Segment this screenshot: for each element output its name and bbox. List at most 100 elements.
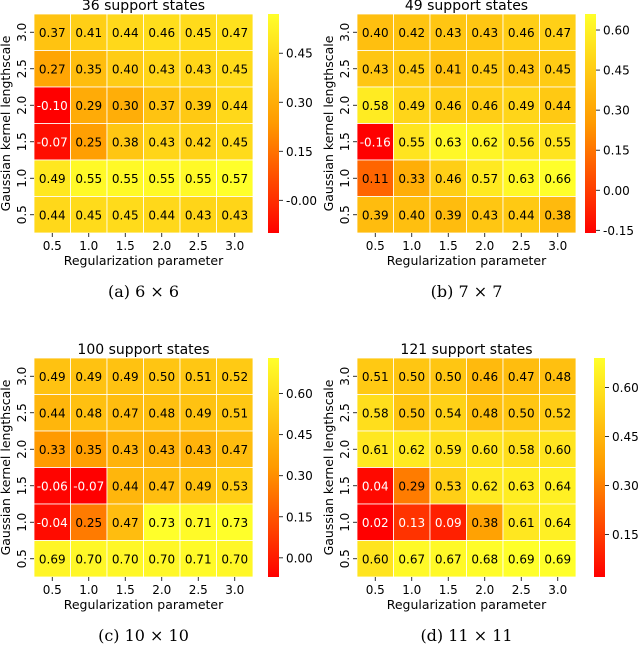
cell-label: 0.43 bbox=[508, 62, 535, 76]
x-tick-label: 2.5 bbox=[189, 583, 208, 597]
colorbar-tick-label: 0.45 bbox=[286, 47, 313, 61]
x-tick-label: 2.5 bbox=[512, 239, 531, 253]
heatmap-cell bbox=[539, 50, 577, 88]
cell-label: 0.64 bbox=[544, 479, 571, 493]
cell-label: 0.69 bbox=[508, 552, 535, 566]
cell-label: 0.39 bbox=[185, 99, 212, 113]
cell-label: 0.37 bbox=[39, 26, 66, 40]
cell-label: 0.60 bbox=[471, 443, 498, 457]
cell-label: -0.10 bbox=[37, 99, 68, 113]
y-tick-label: 3.0 bbox=[15, 367, 29, 386]
cell-label: 0.47 bbox=[112, 406, 139, 420]
cell-label: 0.45 bbox=[185, 26, 212, 40]
cell-label: 0.61 bbox=[508, 516, 535, 530]
cell-label: 0.63 bbox=[508, 479, 535, 493]
x-tick-label: 1.0 bbox=[79, 239, 98, 253]
panel-title: 100 support states bbox=[77, 342, 209, 358]
cell-label: 0.47 bbox=[148, 479, 175, 493]
y-tick-label: 3.0 bbox=[338, 367, 352, 386]
x-axis-label: Regularization parameter bbox=[64, 253, 224, 268]
cell-label: 0.44 bbox=[112, 26, 139, 40]
panel-title: 49 support states bbox=[405, 0, 528, 14]
cell-label: 0.48 bbox=[75, 406, 102, 420]
cell-label: 0.45 bbox=[112, 208, 139, 222]
colorbar-tick-label: 0.45 bbox=[612, 430, 639, 444]
cell-label: 0.11 bbox=[362, 172, 389, 186]
heatmap-cell bbox=[33, 13, 71, 51]
y-tick-label: 3.0 bbox=[338, 23, 352, 42]
heatmap-cell bbox=[216, 13, 254, 51]
heatmap-panel-1: 0.37 0.41 0.44 0.46 0.45 0.47 0.27 0.35 0.40 0.43… bbox=[0, 0, 317, 301]
heatmap-cell bbox=[179, 123, 217, 161]
cell-label: 0.46 bbox=[471, 99, 498, 113]
heatmap-cell bbox=[143, 159, 181, 197]
cell-label: 0.50 bbox=[398, 370, 425, 384]
y-tick-label: 2.5 bbox=[338, 59, 352, 78]
cell-label: 0.45 bbox=[471, 62, 498, 76]
heatmap-cell bbox=[502, 86, 540, 124]
heatmap-cell bbox=[143, 467, 181, 505]
heatmap-cell bbox=[502, 50, 540, 88]
panel-title: 121 support states bbox=[400, 342, 532, 358]
cell-label: 0.49 bbox=[508, 99, 535, 113]
heatmap-cell bbox=[179, 430, 217, 468]
cell-label: -0.06 bbox=[37, 479, 68, 493]
cell-label: 0.39 bbox=[435, 208, 462, 222]
x-tick-label: 0.5 bbox=[366, 583, 385, 597]
cell-label: 0.40 bbox=[398, 208, 425, 222]
colorbar bbox=[594, 358, 605, 577]
cell-label: 0.70 bbox=[148, 552, 175, 566]
heatmap-cell bbox=[393, 467, 431, 505]
y-tick-label: 1.0 bbox=[15, 169, 29, 188]
cell-label: 0.30 bbox=[112, 99, 139, 113]
heatmap-cell bbox=[70, 430, 108, 468]
heatmap-cell bbox=[466, 357, 504, 395]
cell-label: 0.48 bbox=[148, 406, 175, 420]
cell-label: 0.48 bbox=[544, 370, 571, 384]
cell-label: 0.45 bbox=[398, 62, 425, 76]
cell-label: 0.62 bbox=[471, 135, 498, 149]
heatmap-cell bbox=[356, 467, 394, 505]
panel-caption: (c) 10 × 10 bbox=[98, 626, 189, 645]
heatmap-cell bbox=[70, 123, 108, 161]
cell-label: 0.40 bbox=[362, 26, 389, 40]
cell-label: 0.52 bbox=[221, 370, 248, 384]
cell-label: 0.73 bbox=[221, 516, 248, 530]
cell-label: 0.35 bbox=[75, 62, 102, 76]
colorbar-tick-label: 0.15 bbox=[612, 528, 639, 542]
heatmap-cell bbox=[539, 394, 577, 432]
cell-label: 0.55 bbox=[398, 135, 425, 149]
cell-label: 0.58 bbox=[362, 99, 389, 113]
cell-label: 0.70 bbox=[221, 552, 248, 566]
heatmap-cell bbox=[70, 13, 108, 51]
heatmap-cell bbox=[393, 13, 431, 51]
heatmap-cell bbox=[539, 357, 577, 395]
x-tick-label: 1.0 bbox=[402, 239, 421, 253]
heatmap-cell bbox=[393, 50, 431, 88]
heatmap-cell bbox=[356, 503, 394, 541]
heatmap-cell bbox=[429, 50, 467, 88]
heatmap-cell bbox=[539, 13, 577, 51]
cell-label: 0.53 bbox=[435, 479, 462, 493]
colorbar-tick-label: 0.00 bbox=[286, 551, 313, 565]
panel-caption: (b) 7 × 7 bbox=[431, 282, 503, 301]
heatmap-cell bbox=[502, 503, 540, 541]
cell-label: 0.41 bbox=[435, 62, 462, 76]
heatmap-cell bbox=[179, 86, 217, 124]
colorbar-tick-label: 0.15 bbox=[286, 510, 313, 524]
y-tick-label: 1.5 bbox=[15, 476, 29, 495]
cell-label: 0.60 bbox=[544, 443, 571, 457]
heatmap-cell bbox=[429, 123, 467, 161]
colorbar-tick-label: 0.30 bbox=[286, 96, 313, 110]
cell-label: 0.63 bbox=[508, 172, 535, 186]
cell-label: 0.55 bbox=[75, 172, 102, 186]
heatmap-cell bbox=[466, 394, 504, 432]
y-axis-label: Gaussian kernel lengthscale bbox=[0, 379, 13, 555]
heatmap-cell bbox=[466, 503, 504, 541]
cell-label: 0.42 bbox=[185, 135, 212, 149]
cell-label: 0.02 bbox=[362, 516, 389, 530]
heatmap-cell bbox=[33, 123, 71, 161]
cell-label: 0.45 bbox=[221, 62, 248, 76]
cell-label: 0.46 bbox=[471, 370, 498, 384]
